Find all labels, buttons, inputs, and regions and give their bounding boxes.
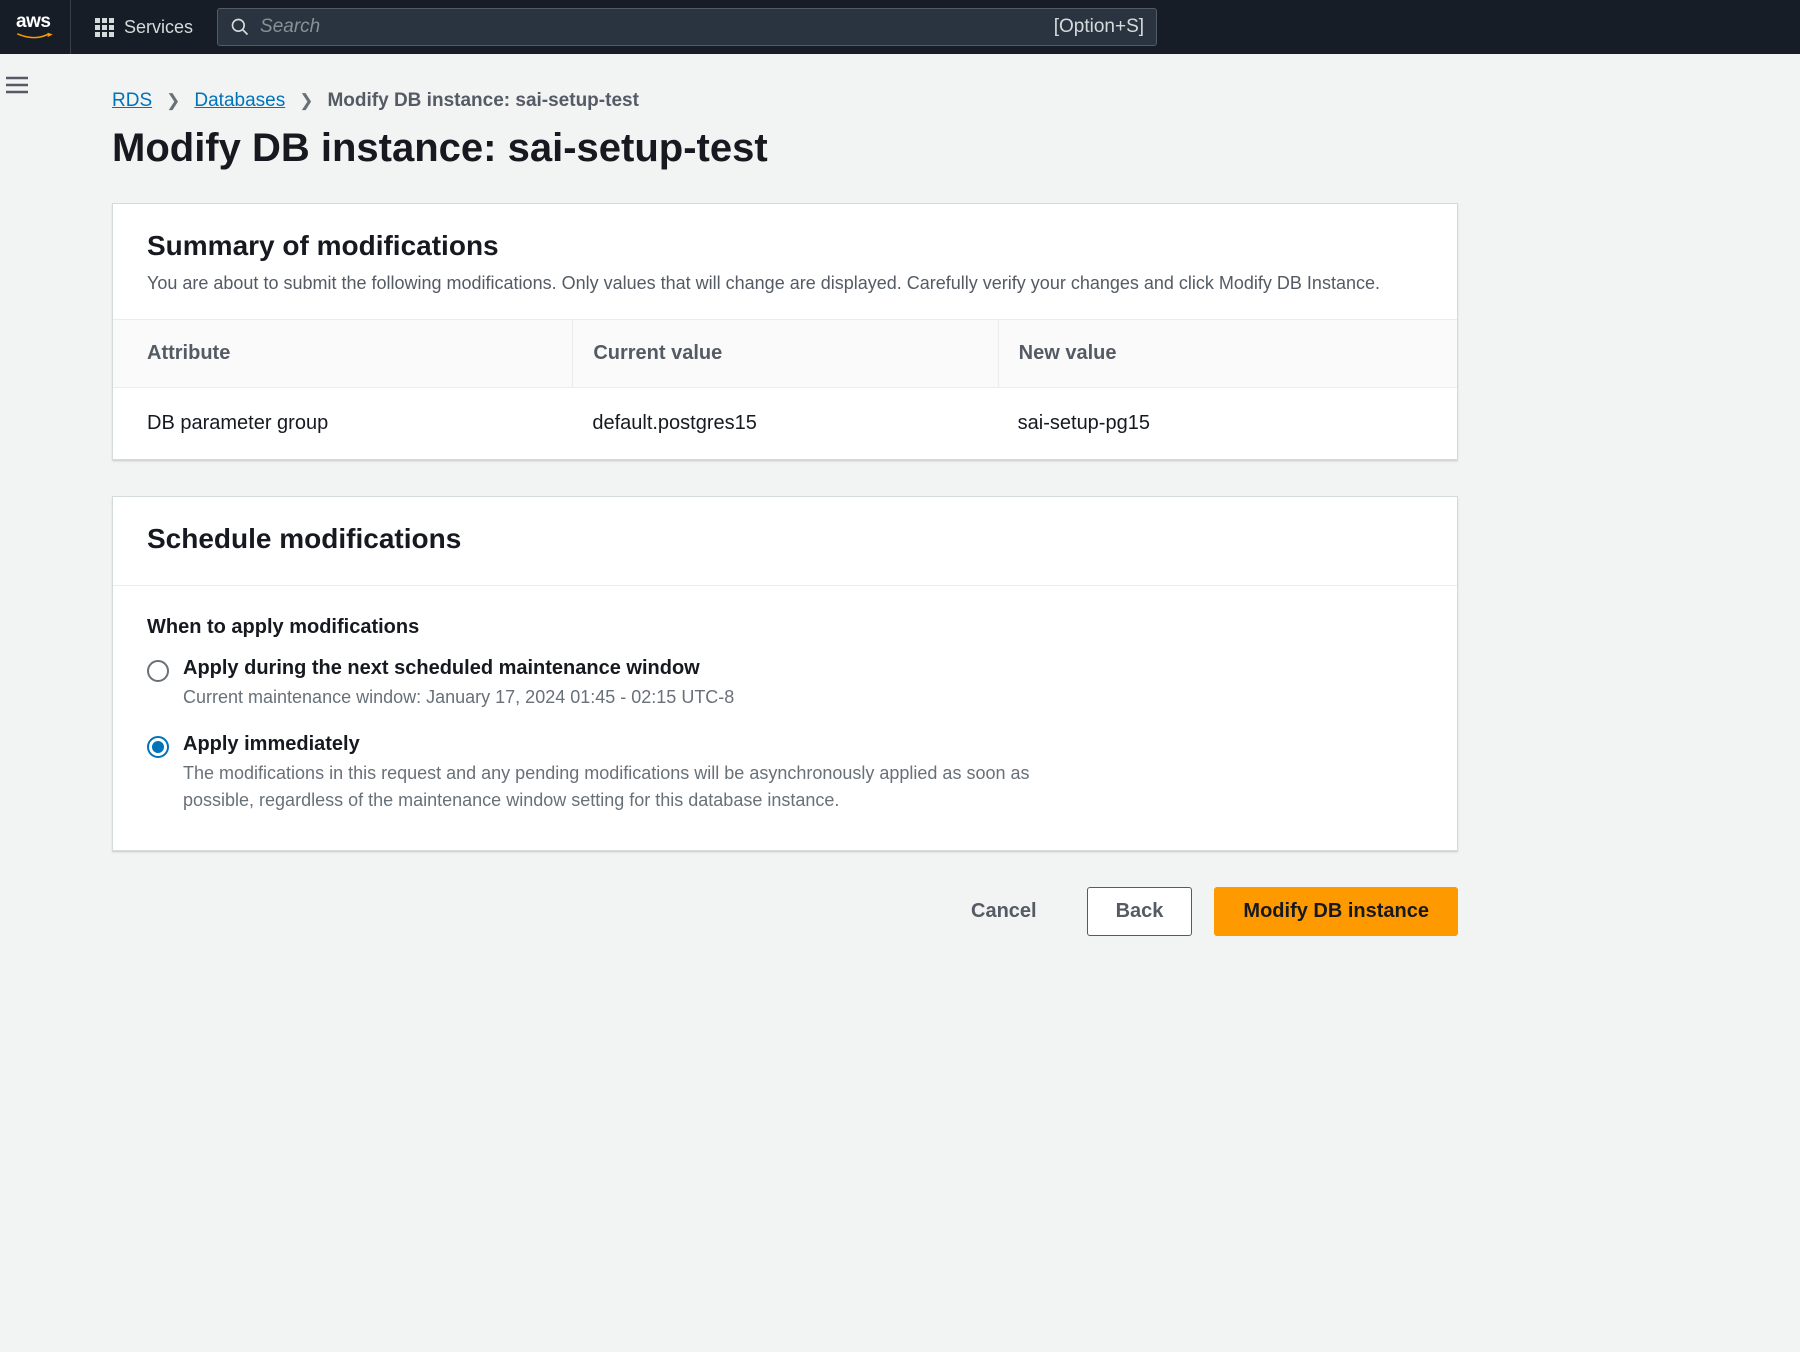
search-input[interactable] <box>260 16 1044 38</box>
schedule-header: Schedule modifications <box>113 497 1457 586</box>
schedule-body: When to apply modifications Apply during… <box>113 586 1457 850</box>
summary-title: Summary of modifications <box>147 230 1423 262</box>
search-icon <box>230 17 250 37</box>
cancel-button[interactable]: Cancel <box>943 888 1065 935</box>
hamburger-icon <box>6 76 28 94</box>
option-description: Current maintenance window: January 17, … <box>183 684 734 711</box>
option-title: Apply immediately <box>183 733 1063 756</box>
summary-panel: Summary of modifications You are about t… <box>112 203 1458 460</box>
breadcrumb-databases[interactable]: Databases <box>194 90 285 112</box>
cell-current: default.postgres15 <box>572 388 997 459</box>
main-content: RDS ❯ Databases ❯ Modify DB instance: sa… <box>0 54 1560 976</box>
page-title: Modify DB instance: sai-setup-test <box>112 126 1500 171</box>
schedule-title: Schedule modifications <box>147 523 1423 555</box>
aws-logo[interactable]: aws <box>16 0 71 54</box>
schedule-panel: Schedule modifications When to apply mod… <box>112 496 1458 851</box>
breadcrumb: RDS ❯ Databases ❯ Modify DB instance: sa… <box>112 90 1500 112</box>
search-box[interactable]: [Option+S] <box>217 8 1157 46</box>
table-header-row: Attribute Current value New value <box>113 320 1457 388</box>
chevron-right-icon: ❯ <box>299 91 313 111</box>
grid-icon <box>95 18 114 37</box>
when-to-apply-label: When to apply modifications <box>147 616 1423 639</box>
summary-description: You are about to submit the following mo… <box>147 270 1423 297</box>
services-label: Services <box>124 17 193 38</box>
col-current-value: Current value <box>572 320 997 387</box>
radio-text: Apply during the next scheduled maintena… <box>183 657 734 711</box>
aws-logo-text: aws <box>16 12 50 31</box>
back-button[interactable]: Back <box>1087 887 1193 936</box>
breadcrumb-rds[interactable]: RDS <box>112 90 152 112</box>
radio-input[interactable] <box>147 660 169 682</box>
breadcrumb-current: Modify DB instance: sai-setup-test <box>327 90 638 112</box>
services-button[interactable]: Services <box>87 17 201 38</box>
radio-input[interactable] <box>147 736 169 758</box>
radio-text: Apply immediately The modifications in t… <box>183 733 1063 814</box>
option-description: The modifications in this request and an… <box>183 760 1063 814</box>
modifications-table: Attribute Current value New value DB par… <box>113 320 1457 459</box>
top-nav: aws Services [Option+S] <box>0 0 1800 54</box>
cell-new: sai-setup-pg15 <box>998 388 1423 459</box>
cell-attribute: DB parameter group <box>147 388 572 459</box>
action-bar: Cancel Back Modify DB instance <box>112 887 1458 936</box>
option-title: Apply during the next scheduled maintena… <box>183 657 734 680</box>
radio-option-apply-immediately[interactable]: Apply immediately The modifications in t… <box>147 733 1423 814</box>
summary-header: Summary of modifications You are about t… <box>113 204 1457 320</box>
radio-option-maintenance-window[interactable]: Apply during the next scheduled maintena… <box>147 657 1423 711</box>
sidebar-toggle[interactable] <box>6 76 28 94</box>
chevron-right-icon: ❯ <box>166 91 180 111</box>
radio-group: Apply during the next scheduled maintena… <box>147 657 1423 814</box>
col-new-value: New value <box>998 320 1423 387</box>
search-shortcut-hint: [Option+S] <box>1054 16 1144 38</box>
aws-swoosh-icon <box>16 32 54 42</box>
col-attribute: Attribute <box>147 320 572 387</box>
modify-db-instance-button[interactable]: Modify DB instance <box>1214 887 1458 936</box>
table-row: DB parameter group default.postgres15 sa… <box>113 388 1457 459</box>
